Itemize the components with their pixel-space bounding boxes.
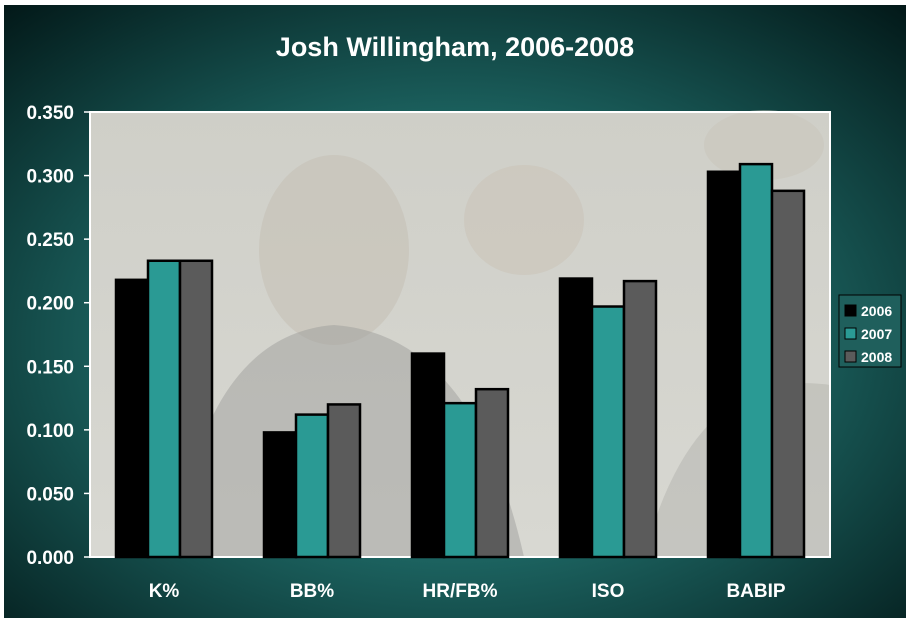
bar-2007-3 (590, 305, 626, 559)
bar-2008-2 (474, 387, 510, 559)
y-axis: 0.000 0.050 0.100 0.150 0.200 0.250 0.300 0.350 (26, 103, 90, 569)
legend-label-2007: 2007 (861, 326, 892, 342)
x-axis: K% BB% HR/FB% ISO BABIP (149, 581, 786, 602)
y-tick-label: 0.150 (26, 357, 74, 378)
x-tick-label: HR/FB% (423, 581, 498, 602)
legend-label-2006: 2006 (861, 303, 892, 319)
y-tick-label: 0.200 (26, 294, 74, 315)
x-tick-label: BB% (290, 581, 334, 602)
bar-2006-1 (262, 431, 298, 559)
bar-2008-4 (770, 189, 806, 559)
legend-label-2008: 2008 (861, 349, 892, 365)
x-tick-label: K% (149, 581, 180, 602)
y-tick-label: 0.050 (26, 484, 74, 505)
y-tick-label: 0.100 (26, 421, 74, 442)
y-tick-label: 0.350 (26, 103, 74, 124)
chart-svg: Josh Willingham, 2006-2008 0.000 0.050 0.1… (4, 5, 906, 618)
photo-shape-top-right (704, 110, 824, 180)
x-tick-label: ISO (592, 581, 625, 602)
bar-2008-0 (178, 259, 214, 559)
bar-2008-1 (326, 403, 362, 559)
bar-2008-3 (622, 279, 658, 559)
legend: 2006 2007 2008 (838, 294, 902, 368)
bar-2006-3 (558, 277, 594, 559)
x-tick-label: BABIP (726, 581, 785, 602)
bar-2006-2 (410, 352, 446, 559)
legend-swatch-2007 (844, 327, 857, 340)
bar-2007-2 (442, 401, 478, 559)
y-tick-label: 0.000 (26, 548, 74, 569)
y-tick-label: 0.300 (26, 167, 74, 188)
y-tick-label: 0.250 (26, 230, 74, 251)
legend-swatch-2006 (844, 304, 857, 317)
photo-shape-hand (464, 165, 584, 275)
bar-2007-1 (294, 413, 330, 559)
chart-title: Josh Willingham, 2006-2008 (276, 32, 634, 62)
bar-2007-0 (146, 259, 182, 559)
bar-2006-4 (706, 170, 742, 559)
legend-swatch-2008 (844, 350, 857, 363)
bar-2006-0 (114, 278, 150, 559)
chart-container: Josh Willingham, 2006-2008 0.000 0.050 0.1… (4, 5, 906, 618)
bars-group (114, 162, 806, 559)
bar-2007-4 (738, 162, 774, 559)
photo-shape-head (259, 155, 409, 345)
